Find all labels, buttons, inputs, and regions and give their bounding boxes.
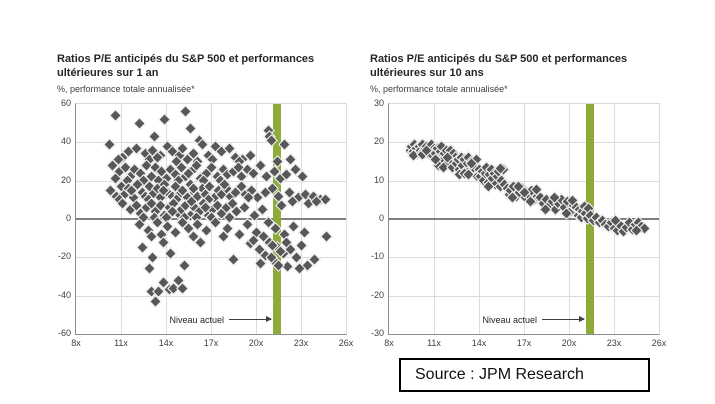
y-axis-tick-label: -60 (57, 328, 71, 338)
scatter-point (227, 252, 240, 266)
vertical-gridline (346, 104, 347, 334)
scatter-point (108, 109, 122, 122)
chart-title-10yr: Ratios P/E anticipés du S&P 500 et perfo… (370, 53, 628, 80)
y-axis-tick-label: 0 (378, 213, 384, 223)
y-axis-tick-label: -30 (370, 328, 384, 338)
x-axis-tick-label: 17x (203, 338, 219, 348)
scatter-point (320, 229, 333, 243)
x-axis-tick-label: 26x (651, 338, 667, 348)
y-axis-tick-label: 60 (60, 98, 71, 108)
plot-area-1yr: 8x 11x 14x 17x 20x 23x 26x 60 40 20 0 -20 -40 -60 Nive… (58, 98, 353, 348)
x-axis-tick-label: 14x (471, 338, 487, 348)
scatter-point (183, 122, 197, 136)
zero-line (389, 218, 659, 220)
x-axis-tick-label: 20x (561, 338, 577, 348)
chart-pe-vs-10yr-return: Ratios P/E anticipés du S&P 500 et perfo… (353, 52, 688, 352)
horizontal-gridline (76, 295, 346, 297)
chart-title-1yr: Ratios P/E anticipés du S&P 500 et perfo… (57, 53, 315, 80)
y-axis-tick-label: -10 (370, 251, 384, 262)
y-axis-tick-label: 30 (373, 98, 384, 108)
right-arrow-icon (542, 316, 585, 323)
x-axis-tick-label: 11x (114, 338, 128, 348)
scatter-point (158, 112, 171, 126)
y-axis-tick-label: 0 (65, 213, 71, 223)
vertical-gridline (659, 104, 660, 334)
current-level-annotation: Niveau actuel (482, 314, 585, 325)
scatter-point (135, 241, 149, 255)
y-axis-tick-label: -40 (57, 289, 71, 300)
scatter-point (177, 258, 191, 272)
horizontal-gridline (389, 180, 659, 182)
source-box: Source : JPM Research (399, 358, 650, 392)
x-axis-tick-label: 17x (516, 338, 532, 348)
y-axis-tick-label: -20 (57, 251, 71, 262)
x-axis-tick-label: 14x (158, 338, 174, 348)
x-axis-tick-label: 20x (248, 338, 264, 348)
scatter-point (179, 105, 192, 119)
current-level-label: Niveau actuel (482, 314, 537, 325)
scatter-point (143, 262, 156, 276)
horizontal-gridline (76, 257, 346, 259)
x-axis-tick-label: 8x (384, 338, 394, 348)
scatter-point (132, 116, 146, 130)
x-axis-tick-label: 23x (293, 338, 309, 348)
y-axis-tick-label: 40 (60, 136, 71, 147)
current-level-label: Niveau actuel (169, 314, 224, 325)
scatter-point (297, 226, 311, 239)
scatter-point (147, 130, 161, 143)
scatter-point (233, 227, 246, 241)
plot-area-10yr: 8x 11x 14x 17x 20x 23x 26x 30 20 10 0 -10 -20 -30 Nive… (371, 98, 666, 348)
horizontal-gridline (389, 142, 659, 144)
x-axis-tick-label: 26x (338, 338, 354, 348)
y-axis-tick-label: -20 (370, 289, 384, 300)
scatter-point (102, 137, 116, 151)
horizontal-gridline (389, 295, 659, 297)
chart-subtitle-1yr: %, performance totale annualisée* (57, 83, 195, 94)
x-axis-tick-label: 8x (71, 338, 81, 348)
right-arrow-icon (229, 316, 272, 323)
y-axis-tick-label: 20 (60, 174, 71, 185)
y-axis-tick-label: 10 (373, 174, 384, 185)
chart-pe-vs-1yr-return: Ratios P/E anticipés du S&P 500 et perfo… (40, 52, 375, 352)
chart-subtitle-10yr: %, performance totale annualisée* (370, 83, 508, 94)
current-level-annotation: Niveau actuel (169, 314, 272, 325)
horizontal-gridline (389, 257, 659, 259)
x-axis-tick-label: 23x (606, 338, 622, 348)
current-level-bar (273, 104, 281, 334)
y-axis-tick-label: 20 (373, 136, 384, 147)
x-axis-tick-label: 11x (427, 338, 441, 348)
